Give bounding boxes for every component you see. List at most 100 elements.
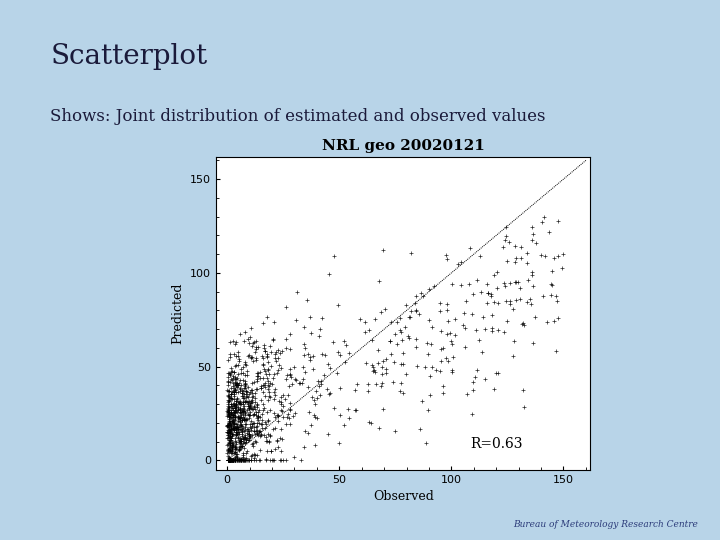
Point [435,357,446,366]
Point [252,412,264,421]
Point [238,389,250,398]
Point [237,424,248,433]
Point [235,404,246,413]
Point [239,408,251,416]
Point [223,427,235,436]
Point [224,456,235,465]
Point [261,447,273,456]
Point [509,258,521,267]
Point [258,319,269,327]
Point [222,431,234,440]
Point [237,454,248,463]
Point [492,326,504,334]
Point [228,456,239,465]
Point [253,416,264,424]
Point [261,313,273,321]
Point [248,419,259,428]
Point [224,456,235,465]
Point [228,421,240,430]
Point [412,362,423,370]
Point [231,408,243,416]
Point [251,455,262,464]
Point [438,382,449,390]
Point [298,443,310,451]
Point [242,398,253,407]
Point [238,427,250,435]
Point [233,388,244,396]
Point [238,404,250,413]
Point [226,437,238,446]
Point [239,409,251,417]
Point [277,413,289,421]
Point [237,451,248,460]
Point [246,397,257,406]
Point [259,379,271,388]
Point [230,452,242,461]
Point [508,336,520,345]
Point [239,456,251,465]
Point [441,354,452,362]
Point [224,447,235,456]
Point [222,402,234,410]
Point [225,456,236,465]
Point [269,456,280,465]
Point [373,276,384,285]
Point [546,281,557,289]
Point [272,366,284,374]
Point [308,411,320,420]
Point [272,354,284,362]
Point [240,447,252,456]
Point [389,427,400,435]
Point [256,420,267,428]
Point [243,430,255,438]
Point [230,381,241,389]
Point [222,355,233,364]
Point [223,456,235,465]
Point [236,424,248,433]
Point [553,314,564,322]
Point [223,392,235,401]
Point [244,387,256,396]
Point [311,394,323,402]
Point [228,392,240,400]
Point [500,296,511,305]
Point [224,429,235,438]
Point [304,313,315,321]
Point [241,388,253,397]
Point [248,378,260,387]
Point [224,456,235,465]
Point [228,426,240,435]
Point [222,377,234,386]
Point [230,420,242,429]
Point [526,271,538,279]
Point [248,454,259,462]
Point [258,344,269,353]
Point [280,395,292,403]
Point [261,353,273,361]
Point [485,289,497,298]
Point [223,408,235,416]
Point [223,433,235,441]
Point [259,423,271,432]
Point [239,336,251,345]
Point [225,349,236,358]
Point [258,341,270,349]
Point [228,418,240,427]
Point [269,387,280,396]
Point [228,368,240,376]
Point [234,437,246,446]
Point [244,410,256,419]
Point [231,453,243,461]
Point [243,430,255,439]
Point [230,406,242,415]
Point [268,394,279,403]
Point [313,332,325,340]
Point [244,400,256,409]
Point [273,417,284,426]
Point [524,295,536,303]
Point [403,333,415,342]
Point [237,362,248,371]
Point [302,349,313,358]
Point [377,246,389,255]
Point [237,404,248,413]
